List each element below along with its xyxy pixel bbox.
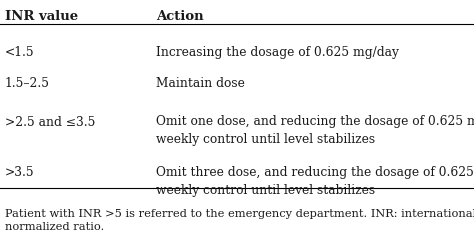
Text: Omit three dose, and reducing the dosage of 0.625 mg/day,
weekly control until l: Omit three dose, and reducing the dosage…	[156, 166, 474, 197]
Text: Maintain dose: Maintain dose	[156, 77, 246, 90]
Text: Patient with INR >5 is referred to the emergency department. INR: international
: Patient with INR >5 is referred to the e…	[5, 209, 474, 231]
Text: >3.5: >3.5	[5, 166, 34, 179]
Text: <1.5: <1.5	[5, 46, 34, 59]
Text: >2.5 and ≤3.5: >2.5 and ≤3.5	[5, 116, 95, 128]
Text: INR value: INR value	[5, 10, 78, 23]
Text: Increasing the dosage of 0.625 mg/day: Increasing the dosage of 0.625 mg/day	[156, 46, 399, 59]
Text: Omit one dose, and reducing the dosage of 0.625 mg/day,
weekly control until lev: Omit one dose, and reducing the dosage o…	[156, 116, 474, 146]
Text: 1.5–2.5: 1.5–2.5	[5, 77, 50, 90]
Text: Action: Action	[156, 10, 204, 23]
